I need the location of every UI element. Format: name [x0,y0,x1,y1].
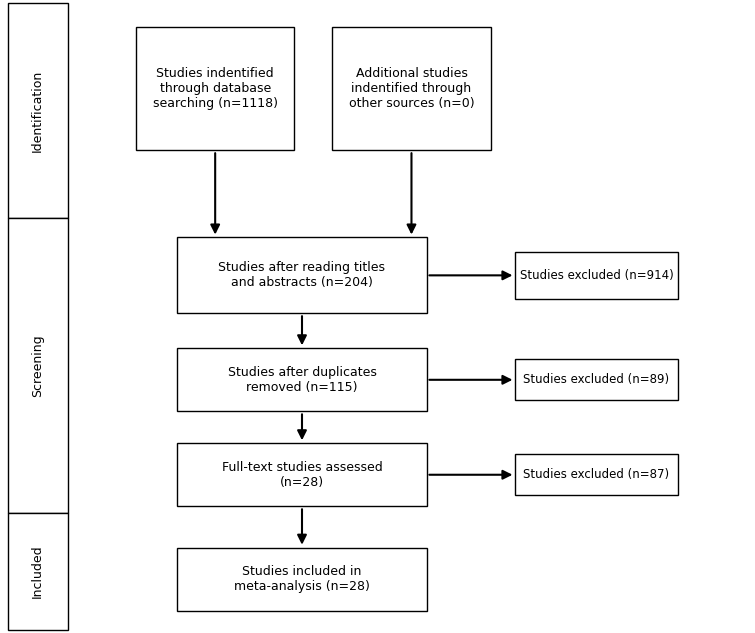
Text: Studies after duplicates
removed (n=115): Studies after duplicates removed (n=115) [227,366,377,394]
Bar [8,513,68,630]
Bar [8,218,68,513]
Bar [177,548,427,611]
Bar [515,252,678,299]
Text: Identification: Identification [31,70,45,152]
Text: Studies indentified
through database
searching (n=1118): Studies indentified through database sea… [153,67,278,110]
Text: Additional studies
indentified through
other sources (n=0): Additional studies indentified through o… [349,67,474,110]
Bar [332,27,491,151]
Text: Included: Included [31,544,45,598]
Text: Full-text studies assessed
(n=28): Full-text studies assessed (n=28) [222,461,382,489]
Bar [136,27,294,151]
Text: Studies excluded (n=87): Studies excluded (n=87) [523,468,670,481]
Bar [515,359,678,400]
Bar [177,348,427,411]
Text: Screening: Screening [31,334,45,397]
Text: Studies excluded (n=89): Studies excluded (n=89) [523,373,670,386]
Bar [8,3,68,218]
Bar [177,237,427,313]
Text: Studies excluded (n=914): Studies excluded (n=914) [519,269,673,282]
Bar [177,443,427,506]
Text: Studies after reading titles
and abstracts (n=204): Studies after reading titles and abstrac… [218,261,386,289]
Text: Studies included in
meta-analysis (n=28): Studies included in meta-analysis (n=28) [234,565,370,593]
Bar [515,454,678,495]
